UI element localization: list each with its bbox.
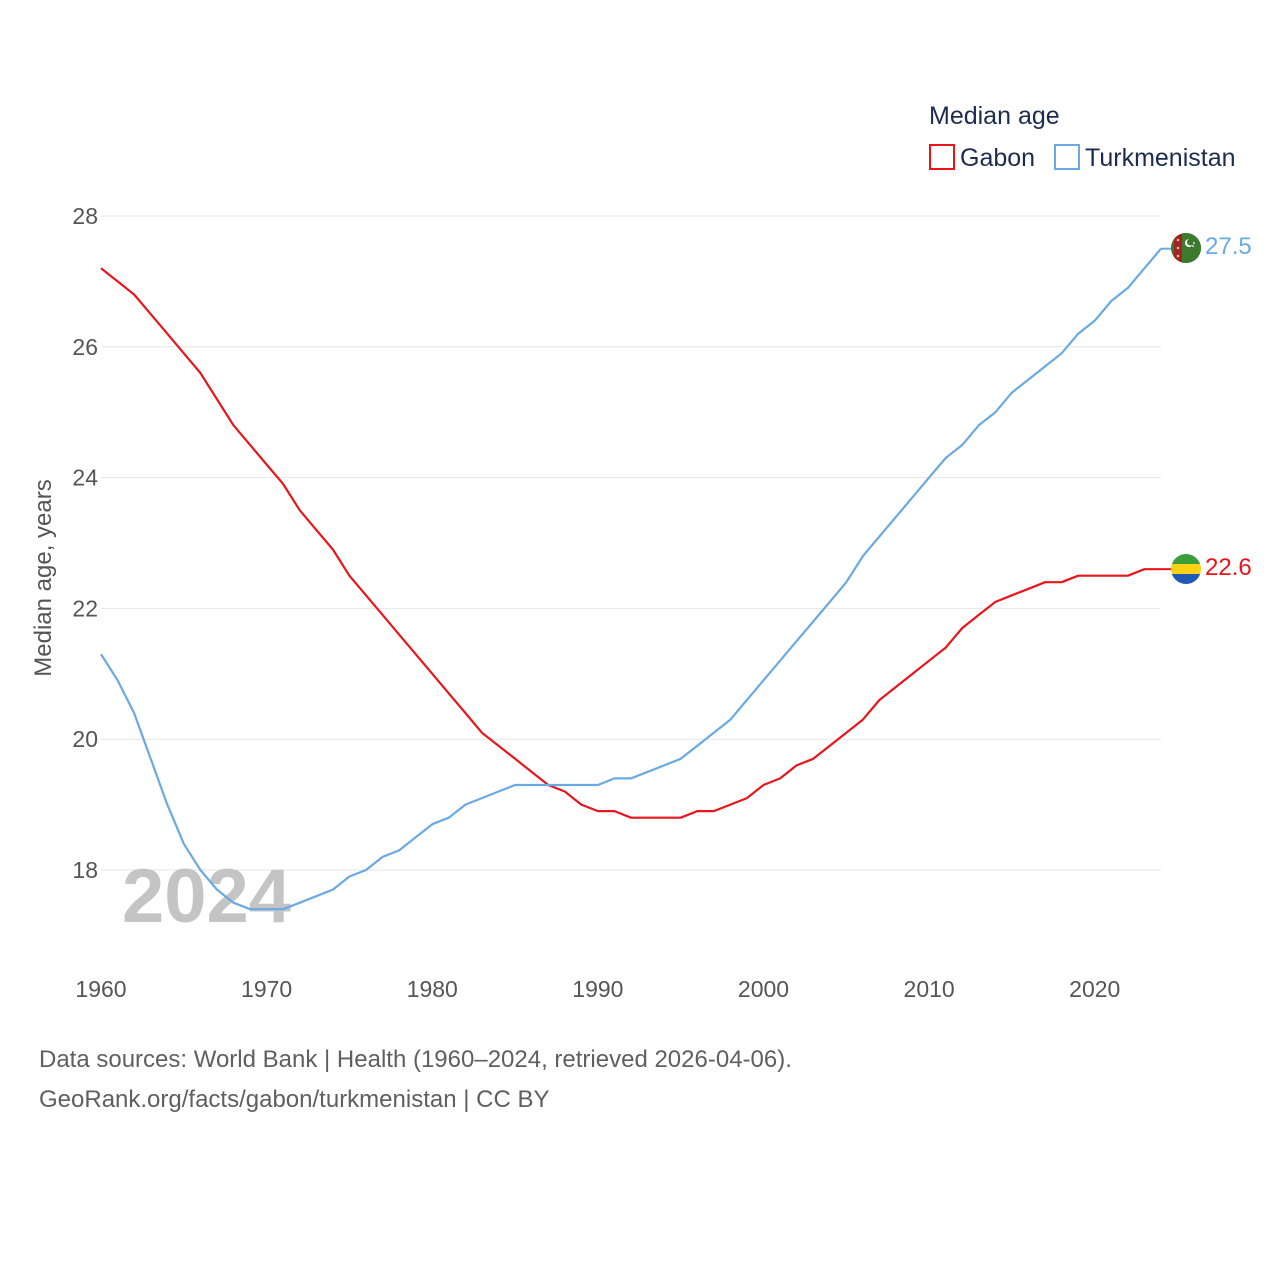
footer-sources: Data sources: World Bank | Health (1960–… [39,1046,792,1073]
legend-item-turkmenistan[interactable]: Turkmenistan [1054,144,1236,172]
legend-item-gabon[interactable]: Gabon [929,144,1035,172]
legend-label-gabon: Gabon [960,144,1035,172]
x-tick-label-1960: 1960 [75,976,126,1002]
series-line-turkmenistan [100,247,1162,911]
legend-title: Median age [929,102,1060,130]
gabon-flag-icon [1171,554,1201,584]
median-age-chart: Median age Gabon Turkmenistan Median age… [30,102,1252,1002]
x-tick-label-1980: 1980 [407,976,458,1002]
end-label-turkmenistan: 27.5 [1205,233,1252,260]
series-lines [100,247,1172,911]
x-tick-label-1970: 1970 [241,976,292,1002]
footer-attribution: GeoRank.org/facts/gabon/turkmenistan | C… [39,1086,550,1113]
x-tick-label-2020: 2020 [1069,976,1120,1002]
gridlines [101,215,1161,871]
y-axis-title: Median age, years [30,479,57,676]
y-tick-label-20: 20 [72,726,98,752]
year-watermark: 2024 [122,854,291,939]
y-tick-label-22: 22 [72,595,98,621]
y-tick-label-18: 18 [72,857,98,883]
legend-label-turkmenistan: Turkmenistan [1085,144,1236,172]
end-label-gabon: 22.6 [1205,554,1252,581]
series-line-gabon [100,267,1161,819]
x-tick-label-1990: 1990 [572,976,623,1002]
legend-swatch-turkmenistan [1054,144,1080,170]
x-axis-ticks: 1960 1970 1980 1990 2000 2010 2020 [75,976,1120,1002]
y-axis-ticks: 18 20 22 24 26 28 [72,203,98,883]
turkmenistan-flag-icon [1171,233,1201,263]
y-tick-label-28: 28 [72,203,98,229]
y-tick-label-24: 24 [72,465,98,491]
legend-swatch-gabon [929,144,955,170]
x-tick-label-2010: 2010 [904,976,955,1002]
x-tick-label-2000: 2000 [738,976,789,1002]
y-tick-label-26: 26 [72,334,98,360]
